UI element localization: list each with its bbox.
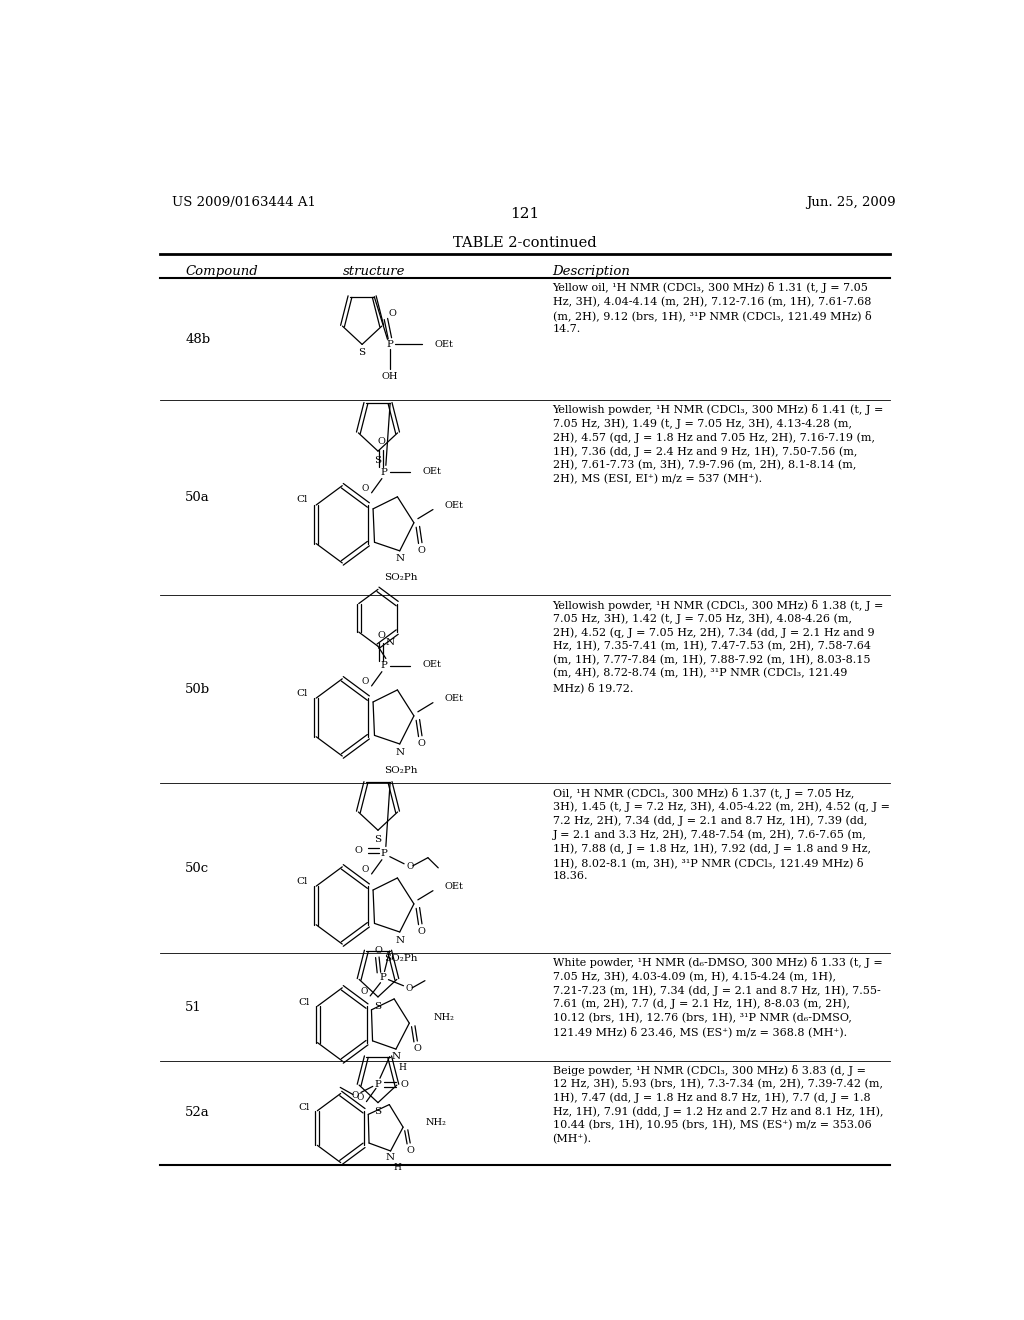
- Text: Compound: Compound: [185, 265, 258, 279]
- Text: O: O: [418, 545, 426, 554]
- Text: OEt: OEt: [444, 502, 463, 510]
- Text: Yellow oil, ¹H NMR (CDCl₃, 300 MHz) δ 1.31 (t, J = 7.05
Hz, 3H), 4.04-4.14 (m, 2: Yellow oil, ¹H NMR (CDCl₃, 300 MHz) δ 1.…: [553, 282, 871, 334]
- Text: N: N: [391, 1052, 400, 1061]
- Text: 48b: 48b: [185, 333, 210, 346]
- Text: 52a: 52a: [185, 1106, 210, 1119]
- Text: P: P: [381, 661, 388, 671]
- Text: O: O: [374, 945, 382, 954]
- Text: OEt: OEt: [434, 341, 454, 348]
- Text: 50b: 50b: [185, 682, 210, 696]
- Text: P: P: [380, 973, 386, 982]
- Text: O: O: [377, 437, 385, 446]
- Text: Cl: Cl: [297, 876, 308, 886]
- Text: S: S: [375, 1107, 382, 1117]
- Text: N: N: [395, 747, 404, 756]
- Text: Cl: Cl: [297, 495, 308, 504]
- Text: Description: Description: [553, 265, 631, 279]
- Text: P: P: [381, 849, 388, 858]
- Text: Cl: Cl: [298, 1104, 309, 1113]
- Text: 50c: 50c: [185, 862, 209, 875]
- Text: Oil, ¹H NMR (CDCl₃, 300 MHz) δ 1.37 (t, J = 7.05 Hz,
3H), 1.45 (t, J = 7.2 Hz, 3: Oil, ¹H NMR (CDCl₃, 300 MHz) δ 1.37 (t, …: [553, 788, 890, 880]
- Text: O: O: [418, 739, 426, 748]
- Text: H: H: [393, 1163, 400, 1172]
- Text: S: S: [375, 455, 382, 465]
- Text: P: P: [386, 341, 393, 348]
- Text: 50a: 50a: [185, 491, 210, 504]
- Text: NH₂: NH₂: [433, 1012, 454, 1022]
- Text: O: O: [418, 927, 426, 936]
- Text: O: O: [406, 985, 414, 993]
- Text: Yellowish powder, ¹H NMR (CDCl₃, 300 MHz) δ 1.41 (t, J =
7.05 Hz, 3H), 1.49 (t, : Yellowish powder, ¹H NMR (CDCl₃, 300 MHz…: [553, 404, 884, 484]
- Text: S: S: [375, 834, 382, 843]
- Text: 121: 121: [510, 207, 540, 222]
- Text: OH: OH: [382, 372, 398, 381]
- Text: S: S: [375, 1002, 382, 1011]
- Text: O: O: [377, 631, 385, 640]
- Text: Yellowish powder, ¹H NMR (CDCl₃, 300 MHz) δ 1.38 (t, J =
7.05 Hz, 3H), 1.42 (t, : Yellowish powder, ¹H NMR (CDCl₃, 300 MHz…: [553, 599, 884, 693]
- Text: SO₂Ph: SO₂Ph: [385, 954, 418, 962]
- Text: OEt: OEt: [422, 660, 441, 669]
- Text: Cl: Cl: [298, 998, 309, 1007]
- Text: O: O: [356, 1093, 365, 1102]
- Text: O: O: [414, 1044, 421, 1053]
- Text: N: N: [386, 1152, 395, 1162]
- Text: SO₂Ph: SO₂Ph: [385, 573, 418, 582]
- Text: OEt: OEt: [444, 694, 463, 704]
- Text: O: O: [407, 1146, 414, 1155]
- Text: P: P: [381, 469, 388, 477]
- Text: O: O: [360, 987, 368, 997]
- Text: N: N: [395, 936, 404, 945]
- Text: O: O: [361, 677, 370, 686]
- Text: White powder, ¹H NMR (d₆-DMSO, 300 MHz) δ 1.33 (t, J =
7.05 Hz, 3H), 4.03-4.09 (: White powder, ¹H NMR (d₆-DMSO, 300 MHz) …: [553, 957, 883, 1038]
- Text: structure: structure: [343, 265, 406, 279]
- Text: O: O: [400, 1080, 409, 1089]
- Text: SO₂Ph: SO₂Ph: [385, 766, 418, 775]
- Text: Jun. 25, 2009: Jun. 25, 2009: [807, 195, 896, 209]
- Text: TABLE 2-continued: TABLE 2-continued: [453, 236, 597, 249]
- Text: Beige powder, ¹H NMR (CDCl₃, 300 MHz) δ 3.83 (d, J =
12 Hz, 3H), 5.93 (brs, 1H),: Beige powder, ¹H NMR (CDCl₃, 300 MHz) δ …: [553, 1065, 883, 1144]
- Text: S: S: [358, 348, 366, 356]
- Text: O: O: [361, 484, 370, 494]
- Text: N: N: [386, 638, 395, 647]
- Text: H: H: [398, 1063, 407, 1072]
- Text: OEt: OEt: [444, 882, 463, 891]
- Text: NH₂: NH₂: [425, 1118, 446, 1126]
- Text: O: O: [351, 1092, 358, 1100]
- Text: O: O: [407, 862, 414, 871]
- Text: O: O: [361, 866, 370, 874]
- Text: Cl: Cl: [297, 689, 308, 697]
- Text: OEt: OEt: [422, 467, 441, 477]
- Text: N: N: [395, 554, 404, 564]
- Text: O: O: [388, 309, 396, 318]
- Text: P: P: [375, 1080, 382, 1089]
- Text: US 2009/0163444 A1: US 2009/0163444 A1: [172, 195, 315, 209]
- Text: 51: 51: [185, 1001, 202, 1014]
- Text: O: O: [355, 846, 362, 855]
